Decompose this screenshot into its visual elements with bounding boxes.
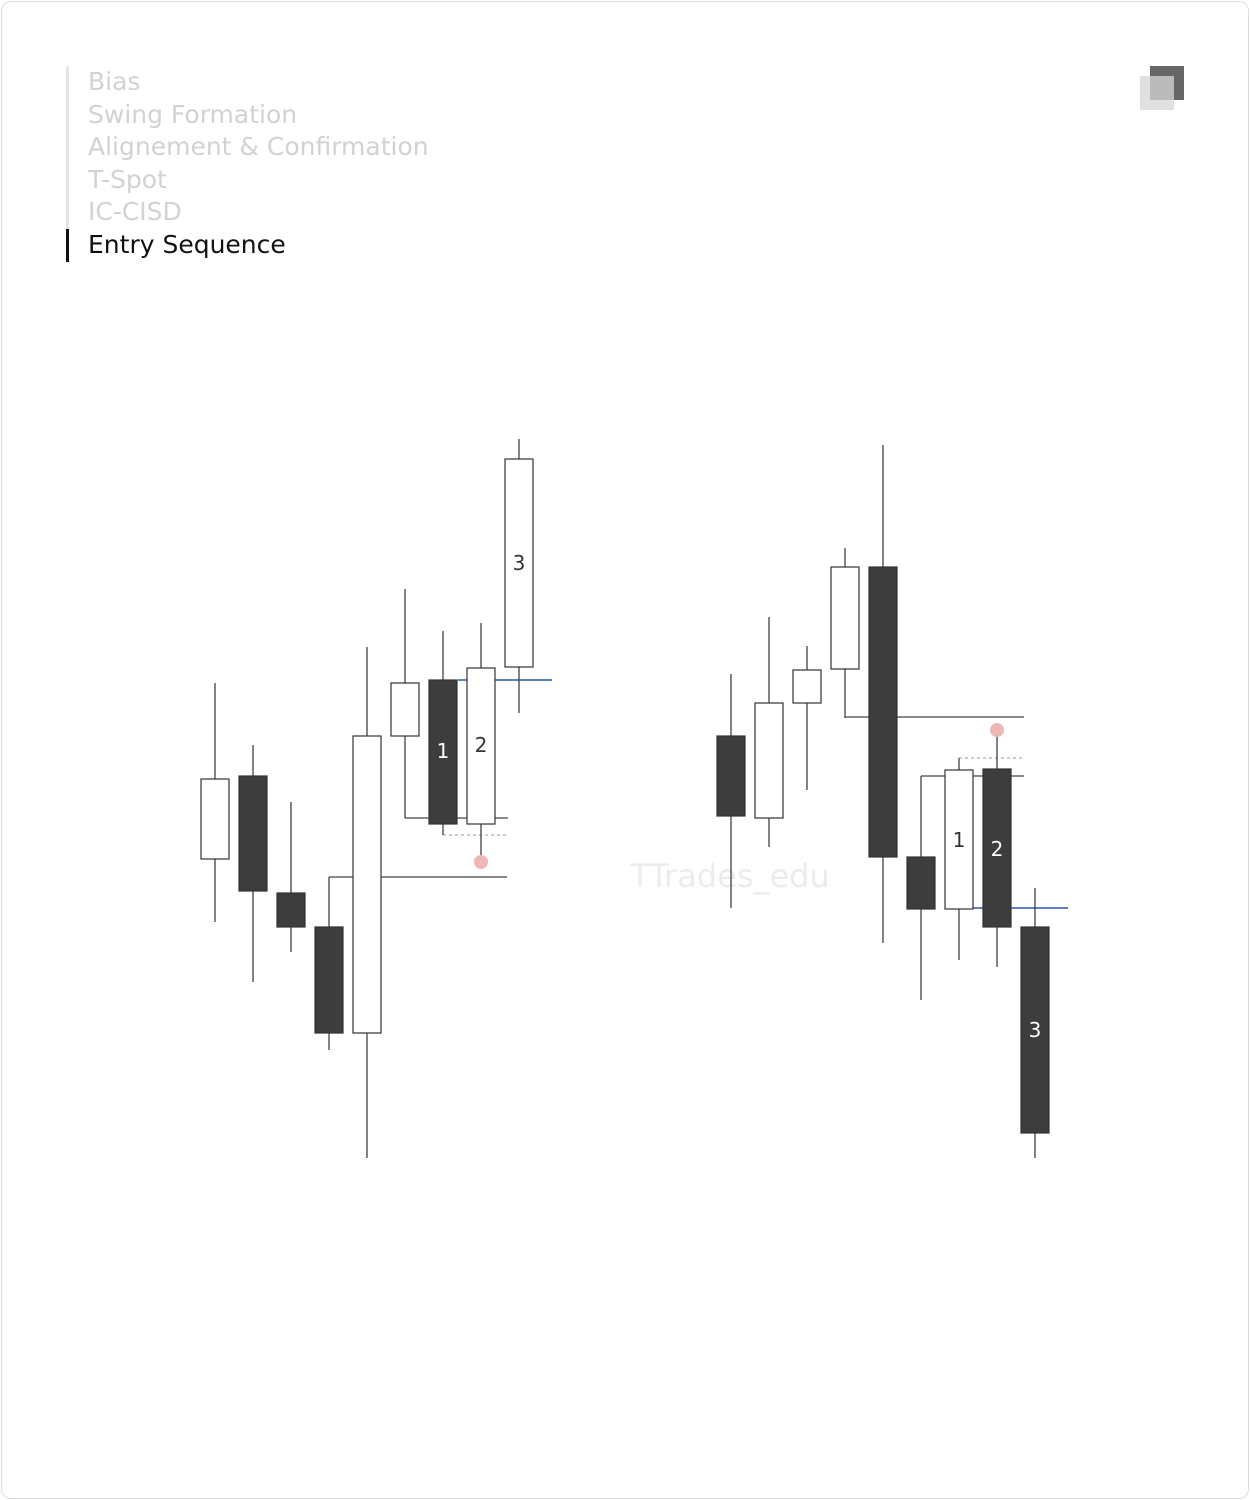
candle-body bbox=[352, 735, 382, 1034]
candle-body bbox=[314, 926, 344, 1034]
candle-body bbox=[466, 667, 496, 825]
candle-label: 3 bbox=[1029, 1018, 1042, 1042]
candle-label: 1 bbox=[953, 828, 966, 852]
candle-body bbox=[982, 768, 1012, 928]
candle-body bbox=[238, 775, 268, 892]
candle-label: 2 bbox=[475, 733, 488, 757]
candle-body bbox=[906, 856, 936, 910]
candle-label: 3 bbox=[513, 551, 526, 575]
nav-item[interactable]: Alignement & Confirmation bbox=[66, 131, 429, 164]
candle-label: 1 bbox=[437, 739, 450, 763]
nav-item[interactable]: T-Spot bbox=[66, 163, 429, 197]
nav-item[interactable]: Swing Formation bbox=[66, 98, 429, 132]
candle-body bbox=[716, 735, 746, 817]
candle-body bbox=[276, 892, 306, 928]
nav-item[interactable]: Entry Sequence bbox=[66, 228, 429, 262]
nav-item[interactable]: IC-CISD bbox=[66, 196, 429, 229]
candle-body bbox=[1020, 926, 1050, 1134]
nav-item[interactable]: Bias bbox=[66, 66, 429, 99]
nav-list: Bias Swing Formation Alignement & Confirma… bbox=[66, 66, 429, 262]
candle-body bbox=[830, 566, 860, 670]
candle-body bbox=[754, 702, 784, 819]
candle-body bbox=[428, 679, 458, 825]
entry-dot bbox=[474, 855, 488, 869]
candle-body bbox=[868, 566, 898, 858]
candle-body bbox=[504, 458, 534, 668]
candle-label: 2 bbox=[991, 837, 1004, 861]
candle-body bbox=[390, 682, 420, 737]
logo-icon bbox=[1140, 66, 1184, 110]
watermark: TTrades_edu bbox=[629, 857, 830, 895]
candle-body bbox=[944, 769, 974, 910]
candle-body bbox=[792, 669, 822, 704]
candle-body bbox=[200, 778, 230, 860]
entry-dot bbox=[990, 723, 1004, 737]
